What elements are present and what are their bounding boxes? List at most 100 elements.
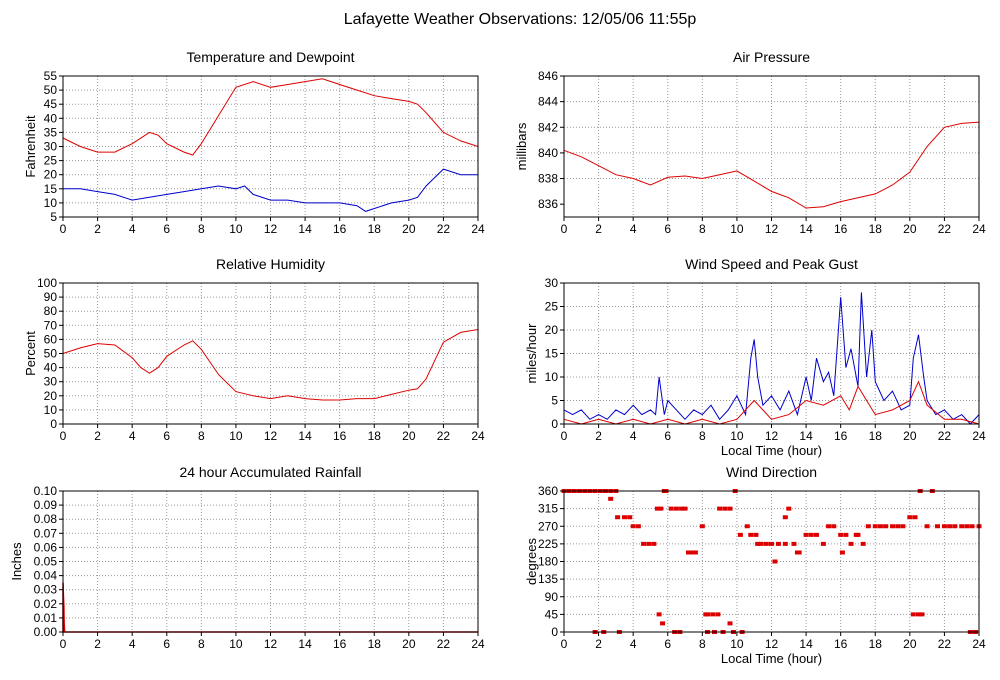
direction-point [679, 506, 685, 511]
direction-xtick-label: 24 [972, 637, 986, 651]
pressure-xtick-label: 6 [664, 222, 671, 236]
rain-xtick-label: 14 [298, 637, 312, 651]
humidity-ytick-label: 50 [44, 347, 58, 361]
temp-ylabel: Fahrenheit [23, 115, 38, 178]
direction-point [658, 506, 664, 511]
direction-point [646, 541, 652, 546]
humidity-series-0 [62, 329, 479, 401]
direction-point [608, 496, 614, 501]
direction-point [839, 550, 845, 555]
direction-point [900, 524, 906, 529]
rain-xtick-label: 16 [333, 637, 347, 651]
temp-ytick-label: 50 [44, 83, 58, 97]
pressure-ytick-label: 838 [538, 172, 558, 186]
direction-xlabel: Local Time (hour) [721, 651, 822, 666]
pressure-xtick-label: 8 [699, 222, 706, 236]
humidity-ytick-label: 100 [37, 276, 57, 290]
direction-point [772, 559, 778, 564]
humidity-xtick-label: 2 [94, 429, 101, 443]
direction-xtick-label: 18 [869, 637, 883, 651]
pressure-xtick-label: 2 [595, 222, 602, 236]
wind-xtick-label: 0 [561, 429, 568, 443]
temp-series-1 [63, 168, 478, 212]
wind-ytick-label: 30 [545, 276, 559, 290]
direction-point [883, 524, 889, 529]
direction-xtick-label: 16 [834, 637, 848, 651]
wind-ytick-label: 10 [545, 370, 559, 384]
wind-xtick-label: 12 [765, 429, 779, 443]
temp-ytick-label: 10 [44, 196, 58, 210]
humidity-xtick-label: 16 [333, 429, 347, 443]
pressure-ytick-label: 844 [538, 95, 558, 109]
humidity-xtick-label: 22 [437, 429, 451, 443]
wind-ytick-label: 25 [545, 300, 559, 314]
direction-point [727, 621, 733, 626]
rain-xtick-label: 6 [163, 637, 170, 651]
pressure-xtick-label: 22 [938, 222, 952, 236]
direction-point [924, 524, 930, 529]
direction-point [673, 506, 679, 511]
direction-point [820, 541, 826, 546]
direction-point [682, 506, 688, 511]
direction-point [919, 612, 925, 617]
direction-point [964, 524, 970, 529]
humidity-xtick-label: 14 [298, 429, 312, 443]
direction-ytick-label: 180 [538, 555, 558, 569]
rain-xtick-label: 2 [94, 637, 101, 651]
direction-xtick-label: 6 [664, 637, 671, 651]
rain-xtick-label: 20 [402, 637, 416, 651]
direction-point [935, 524, 940, 529]
direction-point [794, 550, 800, 555]
direction-point [838, 532, 844, 537]
direction-point [737, 532, 743, 537]
wind-ytick-label: 0 [551, 417, 558, 431]
direction-point [668, 506, 674, 511]
direction-point [656, 612, 662, 617]
direction-point [630, 524, 636, 529]
direction-point [727, 506, 733, 511]
pressure-ylabel: millibars [514, 122, 529, 170]
direction-point [782, 515, 788, 520]
temp-ytick-label: 35 [44, 125, 58, 139]
pressure-ytick-label: 842 [538, 120, 558, 134]
rain-ytick-label: 0.08 [34, 512, 58, 526]
direction-point [912, 515, 918, 520]
direction-point [703, 612, 709, 617]
direction-point [753, 532, 759, 537]
direction-point [660, 621, 666, 626]
direction-xtick-label: 20 [903, 637, 917, 651]
direction-point [895, 524, 901, 529]
pressure-xtick-label: 20 [903, 222, 917, 236]
pressure-ytick-label: 840 [538, 146, 558, 160]
humidity-ytick-label: 90 [44, 290, 58, 304]
humidity-xtick-label: 0 [60, 429, 67, 443]
rain-ytick-label: 0.00 [34, 625, 58, 639]
humidity-ytick-label: 10 [44, 403, 58, 417]
rain-xtick-label: 4 [129, 637, 136, 651]
direction-point [848, 541, 854, 546]
humidity-ytick-label: 40 [44, 361, 58, 375]
wind-xtick-label: 20 [903, 429, 917, 443]
temp-xtick-label: 4 [129, 222, 136, 236]
pressure-xtick-label: 10 [730, 222, 744, 236]
humidity-xtick-label: 6 [163, 429, 170, 443]
direction-point [758, 541, 764, 546]
direction-ytick-label: 135 [538, 572, 558, 586]
direction-point [691, 550, 697, 555]
rain-ytick-label: 0.09 [34, 498, 58, 512]
direction-xtick-label: 2 [595, 637, 602, 651]
temp-ytick-label: 25 [44, 154, 58, 168]
humidity-ytick-label: 20 [44, 389, 58, 403]
rain-ytick-label: 0.07 [34, 526, 58, 540]
wind-xtick-label: 4 [630, 429, 637, 443]
temp-ytick-label: 30 [44, 140, 58, 154]
temp-ytick-label: 45 [44, 97, 58, 111]
humidity-ytick-label: 30 [44, 375, 58, 389]
wind-series-0 [563, 292, 980, 425]
rain-xtick-label: 18 [368, 637, 382, 651]
direction-point [782, 541, 788, 546]
